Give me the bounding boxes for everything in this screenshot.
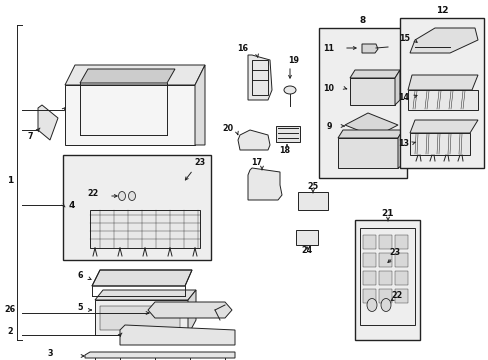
Polygon shape [38,105,58,140]
Polygon shape [337,138,397,168]
Bar [394,289,407,303]
Bar [362,271,375,285]
Polygon shape [80,69,175,83]
Bar [318,28,406,178]
Text: 25: 25 [307,181,318,190]
Ellipse shape [366,298,376,311]
Text: 21: 21 [381,208,393,217]
Bar [354,220,419,340]
Text: 6: 6 [77,270,82,279]
Bar [362,235,375,249]
Polygon shape [337,130,402,138]
Polygon shape [349,78,394,105]
Text: 10: 10 [323,84,334,93]
Text: 11: 11 [323,44,334,53]
Polygon shape [247,168,282,200]
Polygon shape [394,70,399,105]
Bar [362,289,375,303]
Ellipse shape [118,192,125,201]
Text: 4: 4 [69,201,75,210]
Text: 23: 23 [194,158,205,166]
Polygon shape [90,210,200,248]
Polygon shape [275,126,299,142]
Ellipse shape [380,298,390,311]
Bar [378,271,391,285]
Polygon shape [95,300,187,335]
Text: 23: 23 [388,248,400,257]
Text: 14: 14 [398,93,408,102]
Polygon shape [65,85,195,145]
Text: 12: 12 [435,5,447,14]
Polygon shape [85,352,235,358]
Text: 17: 17 [251,158,262,166]
Polygon shape [65,65,204,85]
Polygon shape [359,228,414,325]
Text: 18: 18 [279,145,290,154]
Bar [378,253,391,267]
Text: 3: 3 [47,350,53,359]
Polygon shape [397,130,402,168]
Text: 7: 7 [27,131,33,140]
Bar [100,306,180,330]
Polygon shape [92,270,192,286]
Bar [295,230,317,245]
Polygon shape [361,44,377,53]
Text: 2: 2 [7,328,13,337]
Polygon shape [238,130,269,150]
Bar [378,289,391,303]
Polygon shape [345,113,397,137]
Bar [394,235,407,249]
Text: 16: 16 [237,44,248,53]
Polygon shape [409,120,477,133]
Text: 8: 8 [359,15,366,24]
Text: 5: 5 [77,302,82,311]
Polygon shape [409,28,477,53]
Text: 1: 1 [7,176,13,185]
Polygon shape [407,75,477,90]
Ellipse shape [284,86,295,94]
Polygon shape [349,70,399,78]
Text: 13: 13 [398,139,408,148]
Bar [362,253,375,267]
Text: 15: 15 [399,33,409,42]
Text: 26: 26 [4,306,16,315]
Text: 22: 22 [87,189,99,198]
Text: 24: 24 [301,246,312,255]
Bar [378,235,391,249]
Bar [399,18,483,168]
Polygon shape [187,290,196,335]
Bar [297,192,327,210]
Bar [394,271,407,285]
Polygon shape [247,55,271,100]
Ellipse shape [128,192,135,201]
Polygon shape [120,325,235,345]
Bar [394,253,407,267]
Bar [63,155,210,260]
Polygon shape [148,302,231,318]
Polygon shape [409,133,469,155]
Polygon shape [95,290,196,300]
Text: 22: 22 [390,291,402,300]
Text: 19: 19 [288,55,299,64]
Text: 20: 20 [222,123,233,132]
Text: 9: 9 [325,122,331,131]
Polygon shape [407,90,477,110]
Polygon shape [195,65,204,145]
